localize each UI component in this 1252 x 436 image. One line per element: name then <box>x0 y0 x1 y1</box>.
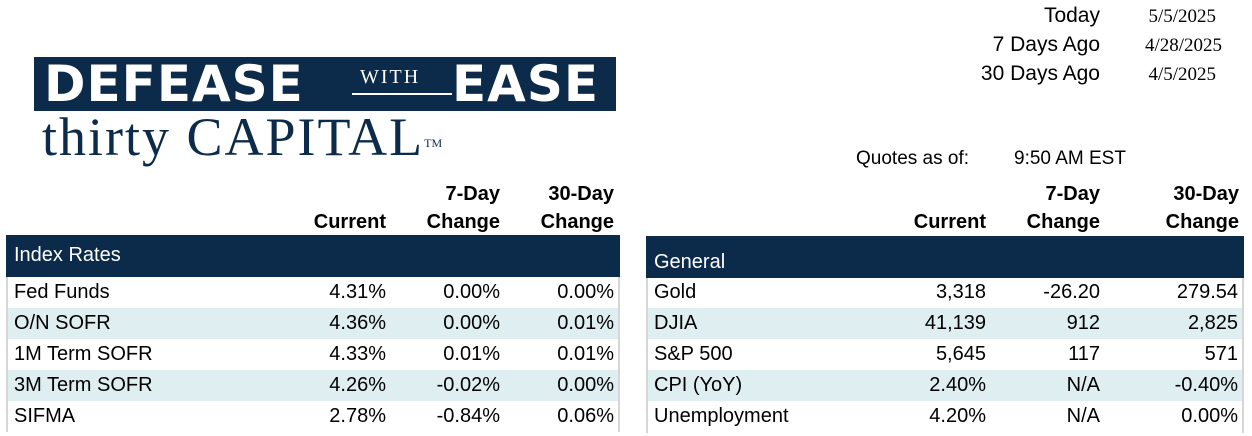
table-row: Gold 3,318 -26.20 279.54 <box>648 277 1242 308</box>
row-name: CPI (YoY) <box>654 374 743 396</box>
table-row: Unemployment 4.20% N/A 0.00% <box>648 401 1242 432</box>
table-row: O/N SOFR 4.36% 0.00% 0.01% <box>8 308 618 339</box>
row-30day: 0.00% <box>1181 405 1238 427</box>
index-rates-header-bar: Index Rates <box>6 235 620 277</box>
row-current: 41,139 <box>924 312 986 334</box>
right-header-7day-bottom: Change <box>1026 211 1100 233</box>
table-row: CPI (YoY) 2.40% N/A -0.40% <box>648 370 1242 401</box>
left-header-7day-bottom: Change <box>426 211 500 233</box>
left-header-current: Current <box>313 211 386 233</box>
row-name: DJIA <box>654 312 698 334</box>
row-7day: 0.01% <box>443 343 500 365</box>
table-row: 3M Term SOFR 4.26% -0.02% 0.00% <box>8 370 618 401</box>
row-30day: 0.01% <box>557 343 614 365</box>
date-value-30day: 4/5/2025 <box>1148 64 1216 85</box>
row-30day: 0.00% <box>557 374 614 396</box>
logo-word-ease: EASE <box>452 55 600 113</box>
row-7day: N/A <box>1066 405 1100 427</box>
date-value-today: 5/5/2025 <box>1148 6 1216 27</box>
row-current: 4.26% <box>329 374 386 396</box>
logo-banner: DEFEASE WITH EASE <box>34 55 616 113</box>
index-rates-title: Index Rates <box>14 244 121 266</box>
left-header-7day-top: 7-Day <box>445 183 500 205</box>
table-border <box>618 277 620 432</box>
row-name: Fed Funds <box>14 281 110 303</box>
row-name: S&P 500 <box>654 343 733 365</box>
row-30day: -0.40% <box>1174 374 1238 396</box>
table-row: SIFMA 2.78% -0.84% 0.06% <box>8 401 618 432</box>
row-current: 4.36% <box>329 312 386 334</box>
row-7day: -26.20 <box>1043 281 1100 303</box>
general-table: General Gold 3,318 -26.20 279.54 DJIA 41… <box>646 236 1244 434</box>
table-row: S&P 500 5,645 117 571 <box>648 339 1242 370</box>
right-header-30day-bottom: Change <box>1165 211 1239 233</box>
row-7day: N/A <box>1066 374 1100 396</box>
general-title: General <box>654 251 726 273</box>
row-7day: 0.00% <box>443 312 500 334</box>
row-current: 3,318 <box>935 281 986 303</box>
left-header-30day-top: 30-Day <box>548 183 614 205</box>
date-label-7day: 7 Days Ago <box>992 33 1100 56</box>
row-7day: -0.02% <box>436 374 500 396</box>
row-current: 4.33% <box>329 343 386 365</box>
logo-subtitle: thirty CAPITALTM <box>42 110 442 164</box>
left-header-30day-bottom: Change <box>540 211 614 233</box>
table-row: Fed Funds 4.31% 0.00% 0.00% <box>8 277 618 308</box>
row-7day: 0.00% <box>443 281 500 303</box>
logo-trademark: TM <box>424 136 443 150</box>
row-30day: 571 <box>1204 343 1238 365</box>
right-header-current: Current <box>913 211 986 233</box>
row-30day: 279.54 <box>1176 281 1238 303</box>
row-30day: 0.06% <box>557 405 614 427</box>
index-rates-table: Index Rates Fed Funds 4.31% 0.00% 0.00% … <box>6 235 620 434</box>
row-current: 5,645 <box>935 343 986 365</box>
row-30day: 0.01% <box>557 312 614 334</box>
row-current: 4.31% <box>329 281 386 303</box>
table-border <box>646 278 648 433</box>
row-name: 1M Term SOFR <box>14 343 153 365</box>
row-7day: 117 <box>1068 343 1100 365</box>
row-name: O/N SOFR <box>14 312 111 334</box>
row-name: Gold <box>654 281 697 303</box>
logo-company-name: thirty CAPITAL <box>42 107 425 167</box>
row-name: SIFMA <box>14 405 76 427</box>
row-current: 2.40% <box>929 374 986 396</box>
row-current: 4.20% <box>929 405 986 427</box>
table-border <box>6 277 8 432</box>
row-current: 2.78% <box>329 405 386 427</box>
row-name: Unemployment <box>654 405 789 427</box>
date-label-today: Today <box>1043 4 1100 27</box>
table-border <box>1242 278 1244 433</box>
row-30day: 2,825 <box>1187 312 1238 334</box>
quotes-time: 9:50 AM EST <box>1014 148 1126 169</box>
logo-word-with: WITH <box>360 66 421 88</box>
row-name: 3M Term SOFR <box>14 374 153 396</box>
general-header-bar: General <box>646 236 1244 278</box>
row-30day: 0.00% <box>557 281 614 303</box>
date-label-30day: 30 Days Ago <box>980 62 1100 85</box>
logo-underline <box>352 93 452 95</box>
logo-word-defease: DEFEASE <box>44 55 304 113</box>
right-header-7day-top: 7-Day <box>1045 183 1100 205</box>
row-7day: 912 <box>1066 312 1100 334</box>
table-row: DJIA 41,139 912 2,825 <box>648 308 1242 339</box>
row-7day: -0.84% <box>436 405 500 427</box>
date-value-7day: 4/28/2025 <box>1144 35 1222 56</box>
right-header-30day-top: 30-Day <box>1173 183 1239 205</box>
quotes-label: Quotes as of: <box>856 148 970 169</box>
table-row: 1M Term SOFR 4.33% 0.01% 0.01% <box>8 339 618 370</box>
